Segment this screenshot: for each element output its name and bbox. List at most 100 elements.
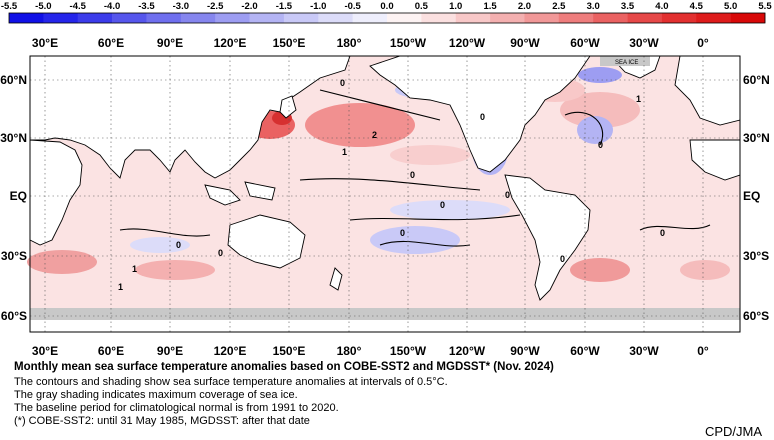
contour-label: 0 xyxy=(218,248,223,258)
sea-ice-band xyxy=(30,308,740,320)
contour-label: 0 xyxy=(505,190,510,200)
colorbar: -5.5 -5.0 -4.5 -4.0 -3.5 -3.0 -2.5 -2.0 -1.5 -1.0… xyxy=(1,1,773,24)
colorbar-tick-label: 5.5 xyxy=(758,1,772,12)
longitude-label: 30°W xyxy=(629,344,659,358)
colorbar-swatch xyxy=(318,13,353,23)
colorbar-tick-label: -3.5 xyxy=(138,1,155,12)
colorbar-tick-label: -4.5 xyxy=(70,1,87,12)
colorbar-tick-label: -2.0 xyxy=(241,1,257,12)
longitude-labels-top: 30°E 60°E 90°E 120°E 150°E 180° 150°W 120°W 90°W… xyxy=(32,36,709,50)
longitude-label: 30°E xyxy=(32,344,58,358)
latitude-label: 60°S xyxy=(743,309,769,323)
longitude-label: 90°W xyxy=(510,344,540,358)
contour-label: 0 xyxy=(598,140,603,150)
colorbar-swatch xyxy=(352,13,388,23)
colorbar-swatch xyxy=(490,13,525,23)
colorbar-tick-label: 0.5 xyxy=(415,1,429,12)
colorbar-tick-label: 0.0 xyxy=(380,1,393,12)
latitude-label: 60°S xyxy=(1,309,27,323)
contour-label: 0 xyxy=(660,228,665,238)
contour-label: 0 xyxy=(176,240,181,250)
contour-label: 0 xyxy=(410,170,415,180)
longitude-label: 120°W xyxy=(449,36,486,50)
colorbar-swatch xyxy=(9,13,44,23)
colorbar-tick-labels: -5.5 -5.0 -4.5 -4.0 -3.5 -3.0 -2.5 -2.0 -1.5 -1.0… xyxy=(1,1,773,12)
colorbar-tick-label: 1.5 xyxy=(483,1,497,12)
latitude-label: 30°N xyxy=(0,131,27,145)
colorbar-swatch xyxy=(77,13,113,23)
longitude-label: 30°W xyxy=(629,36,659,50)
caption-line-footnote: (*) COBE-SST2: until 31 May 1985, MGDSST… xyxy=(14,415,310,427)
longitude-label: 0° xyxy=(697,344,709,358)
zero-contours xyxy=(119,89,711,247)
colorbar-tick-label: -5.0 xyxy=(35,1,51,12)
colorbar-swatch xyxy=(283,13,319,23)
colorbar-tick-label: 5.0 xyxy=(724,1,737,12)
latitude-label: 60°N xyxy=(0,73,27,87)
contour-label: 1 xyxy=(132,264,137,274)
latitude-label: EQ xyxy=(743,189,760,203)
longitude-label: 180° xyxy=(337,36,362,50)
colorbar-swatch xyxy=(455,13,491,23)
colorbar-tick-label: -1.5 xyxy=(276,1,293,12)
colorbar-tick-label: -0.5 xyxy=(344,1,361,12)
colorbar-tick-label: 2.0 xyxy=(518,1,531,12)
longitude-label: 0° xyxy=(697,36,709,50)
contour-label: 0 xyxy=(480,112,485,122)
latitude-label: 30°S xyxy=(743,249,769,263)
colorbar-tick-label: -1.0 xyxy=(310,1,326,12)
longitude-label: 150°E xyxy=(273,36,306,50)
caption-line-baseline: The baseline period for climatological n… xyxy=(14,402,339,414)
caption-line-sea-ice: The gray shading indicates maximum cover… xyxy=(14,389,298,401)
longitude-label: 150°E xyxy=(273,344,306,358)
longitude-label: 60°E xyxy=(98,36,124,50)
longitude-label: 60°W xyxy=(570,344,600,358)
caption-line-contours: The contours and shading show sea surfac… xyxy=(14,376,448,388)
longitude-label: 90°E xyxy=(157,36,183,50)
colorbar-swatch xyxy=(249,13,285,23)
longitude-labels-bottom: 30°E 60°E 90°E 120°E 150°E 180° 150°W 120°W 90°W… xyxy=(32,344,709,358)
colorbar-tick-label: 2.5 xyxy=(552,1,566,12)
colorbar-tick-label: 3.0 xyxy=(587,1,600,12)
latitude-labels-right: 60°N 30°N EQ 30°S 60°S xyxy=(743,73,770,323)
colorbar-tick-label: 4.5 xyxy=(690,1,704,12)
longitude-label: 120°E xyxy=(214,344,247,358)
colorbar-swatch xyxy=(593,13,628,23)
latitude-labels-left: 60°N 30°N EQ 30°S 60°S xyxy=(0,73,27,323)
colorbar-tick-label: 3.5 xyxy=(621,1,635,12)
longitude-label: 90°E xyxy=(157,344,183,358)
colorbar-swatch xyxy=(421,13,457,23)
contour-label: 0 xyxy=(400,228,405,238)
latitude-label: EQ xyxy=(10,189,27,203)
colorbar-swatch xyxy=(146,13,182,23)
colorbar-swatches xyxy=(9,13,766,23)
latitude-label: 60°N xyxy=(743,73,770,87)
longitude-label: 60°E xyxy=(98,344,124,358)
longitude-label: 180° xyxy=(337,344,362,358)
colorbar-tick-label: 4.0 xyxy=(655,1,668,12)
colorbar-swatch xyxy=(558,13,594,23)
longitude-label: 120°W xyxy=(449,344,486,358)
longitude-label: 60°W xyxy=(570,36,600,50)
colorbar-swatch xyxy=(112,13,147,23)
contour-label: 1 xyxy=(636,94,641,104)
colorbar-tick-label: 1.0 xyxy=(449,1,462,12)
map-title: Monthly mean sea surface temperature ano… xyxy=(14,361,554,373)
colorbar-swatch xyxy=(387,13,422,23)
latitude-label: 30°S xyxy=(1,249,27,263)
contour-label: 2 xyxy=(372,130,377,140)
colorbar-swatch xyxy=(661,13,697,23)
graticule xyxy=(30,56,740,332)
longitude-label: 120°E xyxy=(214,36,247,50)
contour-label: 1 xyxy=(118,282,123,292)
colorbar-swatch xyxy=(180,13,216,23)
colorbar-tick-label: -4.0 xyxy=(104,1,120,12)
longitude-label: 150°W xyxy=(390,344,427,358)
colorbar-swatch xyxy=(215,13,250,23)
credit-label: CPD/JMA xyxy=(704,424,762,439)
colorbar-tick-label: -5.5 xyxy=(1,1,18,12)
colorbar-swatch xyxy=(43,13,79,23)
colorbar-tick-label: -3.0 xyxy=(173,1,189,12)
contour-label: 0 xyxy=(560,254,565,264)
